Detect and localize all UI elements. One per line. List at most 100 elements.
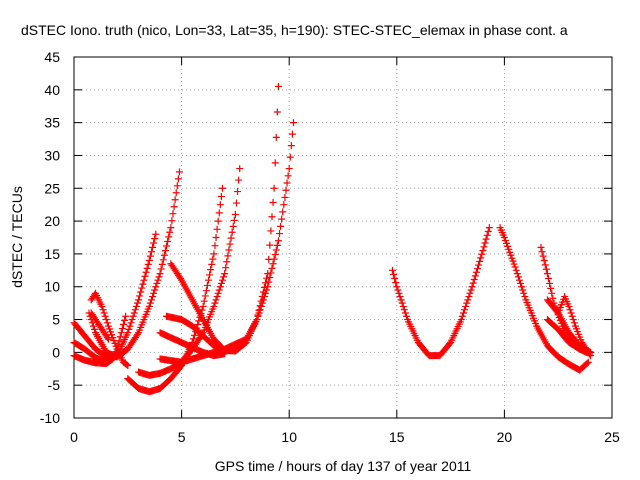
data-point bbox=[220, 273, 228, 281]
data-point bbox=[203, 281, 211, 289]
data-point bbox=[152, 283, 160, 291]
data-point bbox=[504, 242, 512, 250]
data-point bbox=[270, 184, 278, 192]
data-point bbox=[225, 246, 233, 254]
data-point bbox=[268, 213, 276, 221]
data-series bbox=[496, 224, 592, 374]
data-point bbox=[146, 252, 154, 260]
data-point bbox=[103, 319, 111, 327]
y-tick-label: 15 bbox=[44, 246, 60, 262]
data-point bbox=[537, 243, 545, 251]
data-point bbox=[273, 241, 281, 249]
data-point bbox=[506, 248, 514, 256]
data-point bbox=[284, 172, 292, 180]
data-point bbox=[217, 279, 225, 287]
data-point bbox=[482, 235, 490, 243]
data-point bbox=[210, 302, 218, 310]
data-point bbox=[288, 130, 296, 138]
data-point bbox=[209, 255, 217, 263]
data-point bbox=[457, 316, 465, 324]
data-point bbox=[267, 227, 275, 235]
data-point bbox=[465, 293, 473, 301]
y-tick-label: 35 bbox=[44, 115, 60, 131]
data-point bbox=[169, 210, 177, 218]
data-point bbox=[214, 289, 222, 297]
data-point bbox=[158, 260, 166, 268]
data-point bbox=[462, 302, 470, 310]
data-point bbox=[170, 203, 178, 211]
data-point bbox=[171, 196, 179, 204]
data-point bbox=[133, 299, 141, 307]
data-point bbox=[226, 240, 234, 248]
data-point bbox=[266, 241, 274, 249]
data-point bbox=[144, 260, 152, 268]
data-point bbox=[519, 286, 527, 294]
y-tick-label: 20 bbox=[44, 213, 60, 229]
y-tick-label: 40 bbox=[44, 82, 60, 98]
data-point bbox=[279, 208, 287, 216]
y-tick-label: -5 bbox=[48, 377, 61, 393]
data-point bbox=[287, 142, 295, 150]
data-point bbox=[283, 179, 291, 187]
data-point bbox=[267, 269, 275, 277]
data-point bbox=[514, 273, 522, 281]
data-point bbox=[212, 296, 220, 304]
y-tick-label: 10 bbox=[44, 279, 60, 295]
data-point bbox=[402, 312, 410, 320]
data-point bbox=[150, 239, 158, 247]
data-point bbox=[214, 217, 222, 225]
data-point bbox=[274, 237, 282, 245]
data-point bbox=[485, 224, 493, 232]
data-series bbox=[85, 168, 183, 361]
data-point bbox=[484, 227, 492, 235]
data-point bbox=[129, 312, 137, 320]
x-tick-labels: 0 5 10 15 20 25 bbox=[70, 429, 620, 445]
data-point bbox=[539, 252, 547, 260]
data-point bbox=[216, 283, 224, 291]
data-point bbox=[511, 263, 519, 271]
data-point bbox=[520, 289, 528, 297]
data-point bbox=[211, 242, 219, 250]
data-point bbox=[223, 258, 231, 266]
data-point bbox=[211, 299, 219, 307]
data-point bbox=[508, 254, 516, 262]
data-point bbox=[141, 272, 149, 280]
data-point bbox=[483, 231, 491, 239]
data-point bbox=[201, 292, 209, 300]
data-point bbox=[206, 271, 214, 279]
x-tick-label: 10 bbox=[281, 429, 297, 445]
data-point bbox=[476, 257, 484, 265]
data-point bbox=[147, 296, 155, 304]
data-point bbox=[132, 302, 140, 310]
data-point bbox=[268, 264, 276, 272]
data-point bbox=[164, 237, 172, 245]
data-point bbox=[583, 359, 591, 367]
data-point bbox=[123, 361, 131, 369]
data-point bbox=[542, 265, 550, 273]
data-point bbox=[256, 306, 264, 314]
data-point bbox=[131, 306, 139, 314]
data-point bbox=[540, 256, 548, 264]
data-point bbox=[156, 270, 164, 278]
data-point bbox=[253, 316, 261, 324]
data-points bbox=[70, 83, 594, 396]
y-axis-label: dSTEC / TECUs bbox=[9, 186, 25, 288]
data-point bbox=[270, 255, 278, 263]
data-point bbox=[163, 242, 171, 250]
data-series bbox=[388, 224, 493, 360]
data-point bbox=[218, 184, 226, 192]
data-point bbox=[125, 325, 133, 333]
data-point bbox=[194, 320, 202, 328]
data-point bbox=[257, 302, 265, 310]
data-point bbox=[569, 316, 577, 324]
data-point bbox=[273, 108, 281, 116]
data-point bbox=[90, 325, 98, 333]
data-point bbox=[397, 296, 405, 304]
data-point bbox=[89, 322, 97, 330]
data-series bbox=[156, 119, 298, 366]
data-point bbox=[142, 268, 150, 276]
data-point bbox=[221, 348, 229, 356]
data-point bbox=[566, 306, 574, 314]
data-point bbox=[548, 289, 556, 297]
y-tick-labels: -10 -5 0 5 10 15 20 25 30 35 40 45 bbox=[40, 49, 60, 426]
